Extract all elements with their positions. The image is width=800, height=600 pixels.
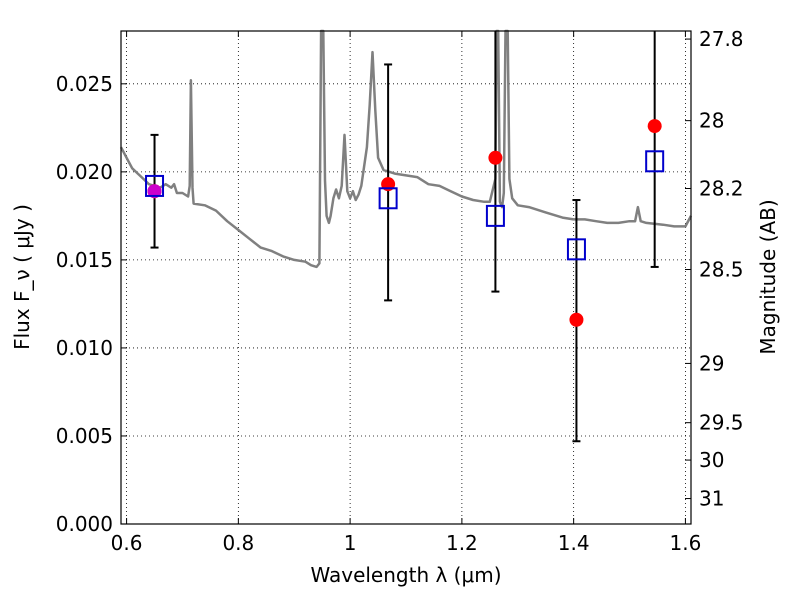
y2-tick-label: 28 <box>699 109 724 133</box>
model-point <box>485 204 505 227</box>
x-ticks: 0.6 0.8 1 1.2 1.4 1.6 <box>111 31 702 555</box>
y2-tick-label: 28.5 <box>699 257 744 281</box>
model-point <box>145 174 165 197</box>
y2-tick-label: 28.2 <box>699 177 744 201</box>
y2-tick-label: 29.5 <box>699 411 744 435</box>
spectrum-line <box>119 29 693 269</box>
y-tick-label: 0.015 <box>56 248 113 272</box>
observed-point <box>569 312 584 327</box>
model-point <box>378 187 398 210</box>
y-tick-label: 0.000 <box>56 512 113 536</box>
x-tick-label: 1.6 <box>670 531 702 555</box>
x-tick-label: 0.6 <box>111 531 143 555</box>
x-tick-label: 1.2 <box>446 531 478 555</box>
grid-x <box>126 31 686 524</box>
y-ticks: 0.000 0.005 0.010 0.015 0.020 0.025 <box>56 72 127 536</box>
x-tick-label: 0.8 <box>222 531 254 555</box>
observed-point <box>647 119 662 134</box>
y2-tick-label: 27.8 <box>699 27 744 51</box>
y2-tick-label: 29 <box>699 351 724 375</box>
plot-frame <box>120 30 692 525</box>
y2-axis-label: Magnitude (AB) <box>756 199 780 354</box>
model-point <box>566 238 586 261</box>
y-tick-label: 0.005 <box>56 424 113 448</box>
y-axis-label: Flux F_ν ( μJy ) <box>10 204 34 350</box>
y-tick-label: 0.025 <box>56 72 113 96</box>
y-tick-label: 0.010 <box>56 336 113 360</box>
model-points <box>145 150 665 261</box>
x-tick-label: 1 <box>344 531 357 555</box>
observed-point <box>488 150 503 165</box>
y2-tick-label: 30 <box>699 448 724 472</box>
highlight-point <box>147 184 162 199</box>
error-bars <box>150 31 659 443</box>
x-tick-label: 1.4 <box>558 531 590 555</box>
observed-points <box>147 119 662 327</box>
y2-tick-label: 31 <box>699 487 724 511</box>
model-spectrum-line <box>119 29 693 269</box>
grid-y <box>121 83 691 437</box>
y2-ticks: 27.8 28 28.2 28.5 29 29.5 30 31 <box>685 27 744 511</box>
x-axis-label: Wavelength λ (μm) <box>310 563 501 587</box>
y-tick-label: 0.020 <box>56 160 113 184</box>
model-point <box>645 150 665 173</box>
